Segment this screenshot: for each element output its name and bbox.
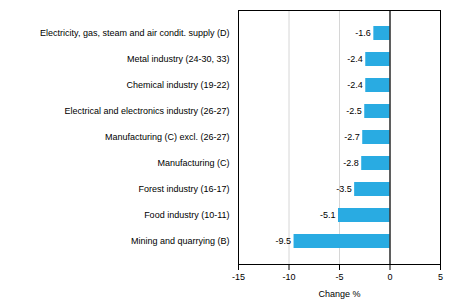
- svg-text:-2.5: -2.5: [346, 106, 362, 116]
- svg-text:-1.6: -1.6: [355, 28, 371, 38]
- svg-text:-2.8: -2.8: [343, 158, 359, 168]
- svg-text:Chemical industry (19-22): Chemical industry (19-22): [126, 80, 229, 90]
- svg-text:Change %: Change %: [318, 289, 360, 299]
- svg-text:-10: -10: [282, 272, 295, 282]
- svg-text:Manufacturing (C) excl. (26-27: Manufacturing (C) excl. (26-27): [105, 132, 230, 142]
- svg-text:-3.5: -3.5: [336, 184, 352, 194]
- svg-text:-2.4: -2.4: [347, 80, 363, 90]
- svg-text:Electrical and electronics ind: Electrical and electronics industry (26-…: [64, 106, 229, 116]
- svg-text:Mining and quarrying (B): Mining and quarrying (B): [131, 236, 230, 246]
- svg-text:Forest industry (16-17): Forest industry (16-17): [138, 184, 229, 194]
- svg-text:-9.5: -9.5: [276, 236, 292, 246]
- svg-text:-15: -15: [232, 272, 245, 282]
- svg-text:Manufacturing (C): Manufacturing (C): [157, 158, 229, 168]
- svg-text:-2.4: -2.4: [347, 54, 363, 64]
- svg-text:-2.7: -2.7: [344, 132, 360, 142]
- svg-text:Food industry (10-11): Food industry (10-11): [144, 210, 229, 220]
- svg-text:-5.1: -5.1: [320, 210, 336, 220]
- svg-text:Metal industry (24-30, 33): Metal industry (24-30, 33): [127, 54, 230, 64]
- svg-text:5: 5: [438, 272, 443, 282]
- svg-text:-5: -5: [335, 272, 343, 282]
- svg-text:0: 0: [387, 272, 392, 282]
- svg-text:Electricity, gas, steam and ai: Electricity, gas, steam and air condit. …: [40, 28, 229, 38]
